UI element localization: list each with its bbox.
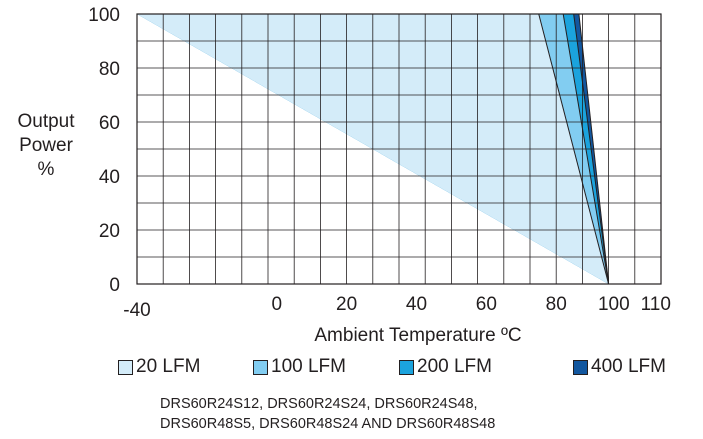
legend-item-100-lfm: 100 LFM — [253, 354, 346, 380]
chart-legend: 20 LFM 100 LFM 200 LFM 400 LFM — [118, 354, 698, 380]
legend-label: 200 LFM — [417, 356, 492, 377]
legend-item-200-lfm: 200 LFM — [399, 354, 492, 380]
y-tick-label: 40 — [99, 167, 120, 188]
edge-200-lfm — [573, 13, 610, 285]
model-note: DRS60R24S12, DRS60R24S24, DRS60R24S48, D… — [160, 394, 495, 434]
legend-label: 100 LFM — [271, 356, 346, 377]
x-tick-label: 40 — [406, 294, 427, 315]
y-axis-label-line-3: % — [37, 159, 55, 180]
edge-20-lfm — [538, 13, 610, 285]
legend-swatch — [253, 359, 268, 375]
x-tick-label: 0 — [271, 294, 282, 315]
model-note-line-1: DRS60R24S12, DRS60R24S24, DRS60R24S48, — [160, 396, 478, 412]
y-tick-labels: 0 20 40 60 80 100 — [88, 5, 120, 296]
x-tick-label: 20 — [336, 294, 357, 315]
edge-400-lfm — [578, 13, 610, 285]
x-tick-label: -40 — [123, 300, 150, 321]
edge-100-lfm — [562, 13, 610, 285]
x-tick-label: 100 — [598, 294, 630, 315]
x-tick-labels: -40 0 20 40 60 80 100 110 — [123, 294, 671, 321]
derating-edges — [538, 13, 610, 285]
plot-frame — [136, 13, 662, 285]
y-tick-label: 80 — [99, 59, 120, 80]
y-tick-label: 60 — [99, 113, 120, 134]
legend-swatch — [399, 359, 414, 375]
legend-label: 400 LFM — [591, 356, 666, 377]
x-tick-label: 60 — [476, 294, 497, 315]
legend-item-20-lfm: 20 LFM — [118, 354, 200, 380]
x-tick-label: 80 — [546, 294, 567, 315]
legend-swatch — [118, 359, 133, 375]
model-note-line-2: DRS60R48S5, DRS60R48S24 AND DRS60R48S48 — [160, 416, 496, 432]
chart-grid — [137, 14, 661, 284]
x-tick-label: 110 — [641, 294, 671, 315]
y-axis-label-line-2: Power — [19, 135, 73, 156]
legend-label: 20 LFM — [136, 356, 201, 377]
x-axis-label: Ambient Temperature ºC — [314, 325, 521, 346]
y-tick-label: 20 — [99, 221, 120, 242]
legend-item-400-lfm: 400 LFM — [573, 354, 666, 380]
y-tick-label: 100 — [88, 5, 120, 26]
legend-swatch — [573, 359, 588, 375]
y-axis-label-line-1: Output — [17, 111, 75, 132]
y-axis-label: Output Power % — [10, 110, 82, 182]
y-tick-label: 0 — [109, 275, 120, 296]
